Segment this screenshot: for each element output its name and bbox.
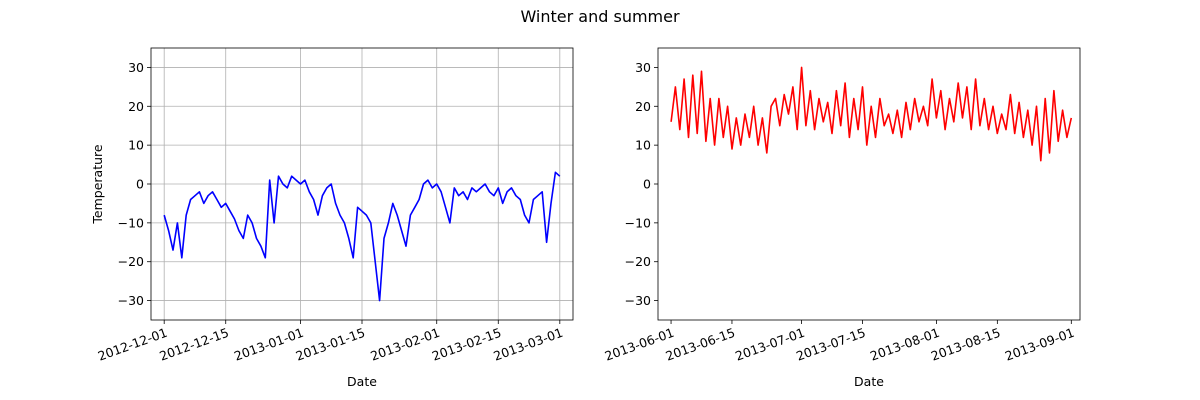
x-tick-label: 2012-12-15 bbox=[157, 325, 230, 364]
y-tick-label: −10 bbox=[118, 215, 144, 230]
y-tick-label: −20 bbox=[118, 254, 144, 269]
y-tick-label: −30 bbox=[625, 293, 651, 308]
x-tick-label: 2013-06-01 bbox=[603, 325, 676, 364]
y-tick-label: 20 bbox=[635, 99, 651, 114]
figure-suptitle: Winter and summer bbox=[520, 7, 680, 26]
x-tick-label: 2013-03-01 bbox=[491, 325, 564, 364]
y-tick-label: −30 bbox=[118, 293, 144, 308]
x-tick-label: 2013-09-01 bbox=[1003, 325, 1076, 364]
y-tick-label: 20 bbox=[128, 99, 144, 114]
axes-frame bbox=[657, 47, 1081, 321]
y-tick-label: 10 bbox=[128, 138, 144, 153]
x-tick-label: 2013-01-01 bbox=[232, 325, 305, 364]
x-tick-label: 2013-01-15 bbox=[294, 325, 367, 364]
y-tick-label: −10 bbox=[625, 215, 651, 230]
y-tick-label: −20 bbox=[625, 254, 651, 269]
x-axis-label: Date bbox=[854, 374, 884, 389]
x-tick-label: 2013-02-15 bbox=[430, 325, 503, 364]
x-tick-label: 2013-08-15 bbox=[929, 325, 1002, 364]
y-tick-label: 0 bbox=[643, 177, 651, 192]
y-tick-label: 30 bbox=[635, 60, 651, 75]
x-tick-label: 2013-06-15 bbox=[664, 325, 737, 364]
x-tick-label: 2013-07-01 bbox=[733, 325, 806, 364]
x-tick-label: 2013-02-01 bbox=[368, 325, 441, 364]
x-axis-label: Date bbox=[347, 374, 377, 389]
x-tick-label: 2012-12-01 bbox=[96, 325, 169, 364]
series-line bbox=[670, 66, 1073, 162]
x-tick-label: 2013-08-01 bbox=[868, 325, 941, 364]
series-line bbox=[163, 171, 561, 302]
y-tick-label: 10 bbox=[635, 138, 651, 153]
x-tick-label: 2013-07-15 bbox=[794, 325, 867, 364]
summer-subplot: 2013-06-012013-06-152013-07-012013-07-15… bbox=[603, 47, 1081, 389]
y-tick-label: 0 bbox=[136, 177, 144, 192]
y-axis-label: Temperature bbox=[90, 144, 105, 224]
y-tick-label: 30 bbox=[128, 60, 144, 75]
